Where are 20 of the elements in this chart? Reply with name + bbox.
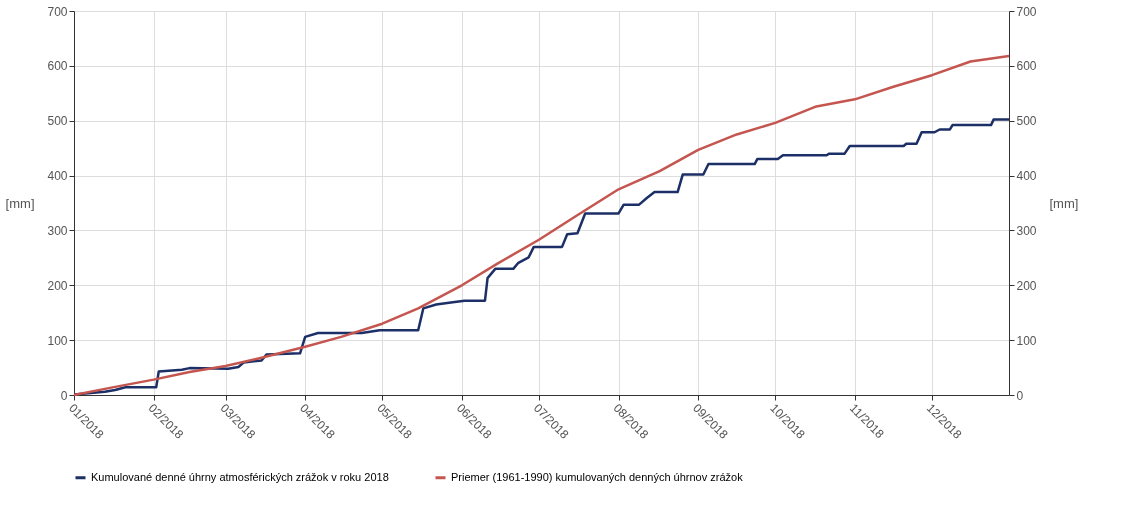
y2-tick-label: 0: [1016, 388, 1024, 403]
y-tick-label: 200: [47, 278, 68, 293]
legend-label: Priemer (1961-1990) kumulovaných denných úhrnov zrážok: [451, 470, 744, 483]
y2-tick-label: 300: [1016, 223, 1037, 238]
legend-label: Kumulované denné úhrny atmosférických zrážok v roku 2018: [91, 470, 389, 483]
y-axis-title: [mm]: [5, 195, 35, 211]
y-tick-label: 300: [47, 223, 68, 238]
y2-tick-label: 600: [1016, 59, 1037, 74]
y2-tick-label: 100: [1016, 333, 1037, 348]
y-tick-label: 400: [47, 169, 68, 184]
y2-tick-label: 200: [1016, 278, 1037, 293]
y-tick-label: 100: [47, 333, 68, 348]
y2-tick-label: 500: [1016, 114, 1037, 129]
y2-tick-label: 400: [1016, 169, 1037, 184]
y-tick-label: 0: [60, 388, 68, 403]
y-tick-label: 500: [47, 114, 68, 129]
y2-axis-title: [mm]: [1049, 195, 1079, 211]
y-tick-label: 600: [47, 59, 68, 74]
y-tick-label: 700: [47, 4, 68, 19]
y2-tick-label: 700: [1016, 4, 1037, 19]
